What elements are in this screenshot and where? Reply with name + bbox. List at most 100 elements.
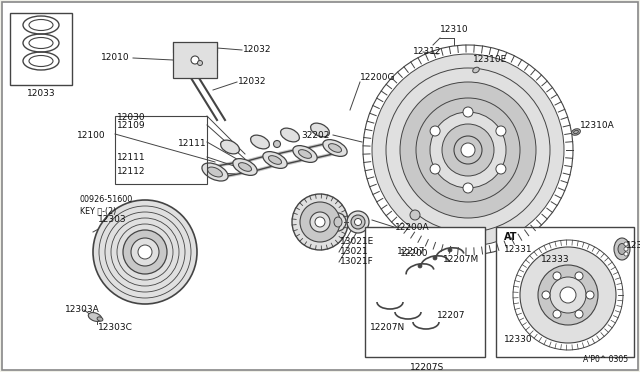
Text: 12312: 12312 xyxy=(413,48,442,57)
Text: 12030: 12030 xyxy=(117,112,146,122)
Circle shape xyxy=(418,264,422,268)
Ellipse shape xyxy=(239,163,252,171)
Bar xyxy=(365,227,485,357)
Ellipse shape xyxy=(330,213,346,231)
Text: 12010: 12010 xyxy=(101,54,130,62)
Circle shape xyxy=(463,183,473,193)
Text: 12330: 12330 xyxy=(504,334,532,343)
Circle shape xyxy=(496,164,506,174)
Circle shape xyxy=(433,256,437,260)
Bar xyxy=(496,227,634,357)
Circle shape xyxy=(430,164,440,174)
Ellipse shape xyxy=(202,163,228,181)
Text: 12333: 12333 xyxy=(541,256,570,264)
Circle shape xyxy=(463,107,473,117)
Text: 12200G: 12200G xyxy=(360,74,396,83)
Ellipse shape xyxy=(614,238,630,260)
Ellipse shape xyxy=(328,144,342,153)
Circle shape xyxy=(538,265,598,325)
Circle shape xyxy=(138,245,152,259)
Circle shape xyxy=(300,202,340,242)
Ellipse shape xyxy=(251,135,269,149)
Ellipse shape xyxy=(298,150,312,158)
Circle shape xyxy=(410,210,420,220)
Text: 12032: 12032 xyxy=(238,77,266,87)
Circle shape xyxy=(553,272,561,280)
Circle shape xyxy=(123,230,167,274)
Text: 12303C: 12303C xyxy=(98,324,133,333)
Text: AT: AT xyxy=(504,232,518,242)
Circle shape xyxy=(520,247,616,343)
Ellipse shape xyxy=(263,152,287,169)
Ellipse shape xyxy=(207,167,223,177)
Circle shape xyxy=(416,98,520,202)
Text: 12207S: 12207S xyxy=(410,362,444,372)
Text: 13021E: 13021E xyxy=(340,237,374,247)
Ellipse shape xyxy=(323,140,347,156)
Text: 12331: 12331 xyxy=(504,244,532,253)
Circle shape xyxy=(430,112,506,188)
Text: 12310A: 12310A xyxy=(580,121,615,129)
Circle shape xyxy=(448,248,452,252)
Circle shape xyxy=(560,287,576,303)
Circle shape xyxy=(400,82,536,218)
Circle shape xyxy=(372,54,564,246)
Bar xyxy=(10,13,72,85)
Text: 13021: 13021 xyxy=(340,247,369,257)
Text: KEY キ-(2): KEY キ-(2) xyxy=(80,206,116,215)
Circle shape xyxy=(624,242,628,246)
Ellipse shape xyxy=(293,145,317,163)
Text: 12200: 12200 xyxy=(400,250,429,259)
Text: 12112: 12112 xyxy=(117,167,145,176)
Ellipse shape xyxy=(572,129,580,135)
Circle shape xyxy=(550,277,586,313)
Bar xyxy=(115,116,207,184)
Text: 12033: 12033 xyxy=(27,89,55,97)
Circle shape xyxy=(575,310,583,318)
Circle shape xyxy=(442,124,494,176)
Ellipse shape xyxy=(351,215,365,229)
Text: 12200A: 12200A xyxy=(395,222,429,231)
Text: 12032: 12032 xyxy=(243,45,271,55)
Text: 13021F: 13021F xyxy=(340,257,374,266)
Text: 12207: 12207 xyxy=(397,247,426,257)
Text: 12109: 12109 xyxy=(117,122,146,131)
Ellipse shape xyxy=(88,312,102,321)
Ellipse shape xyxy=(191,56,199,64)
Text: 12310A: 12310A xyxy=(626,241,640,250)
Circle shape xyxy=(575,272,583,280)
Circle shape xyxy=(624,247,628,251)
Bar xyxy=(173,42,217,78)
Ellipse shape xyxy=(280,128,300,142)
Ellipse shape xyxy=(618,244,626,254)
Ellipse shape xyxy=(355,218,362,225)
Text: 12100: 12100 xyxy=(77,131,106,140)
Circle shape xyxy=(430,126,440,136)
Circle shape xyxy=(93,200,197,304)
Ellipse shape xyxy=(97,317,103,321)
Ellipse shape xyxy=(473,67,479,73)
Text: 12111: 12111 xyxy=(178,138,207,148)
Circle shape xyxy=(496,126,506,136)
Text: 12310E: 12310E xyxy=(473,55,508,64)
Ellipse shape xyxy=(573,130,579,134)
Text: 00926-51600: 00926-51600 xyxy=(80,196,133,205)
Text: A'P0^ 0305: A'P0^ 0305 xyxy=(583,355,628,364)
Circle shape xyxy=(292,194,348,250)
Circle shape xyxy=(386,68,550,232)
Circle shape xyxy=(586,291,594,299)
Circle shape xyxy=(461,143,475,157)
Ellipse shape xyxy=(221,140,239,154)
Circle shape xyxy=(315,217,325,227)
Ellipse shape xyxy=(273,141,280,148)
Circle shape xyxy=(310,212,330,232)
Circle shape xyxy=(454,136,482,164)
Text: 12303A: 12303A xyxy=(65,305,100,314)
Text: 12207N: 12207N xyxy=(370,323,405,331)
Text: 12310: 12310 xyxy=(440,26,468,35)
Text: 32202: 32202 xyxy=(301,131,330,140)
Ellipse shape xyxy=(269,155,282,164)
Circle shape xyxy=(131,238,159,266)
Text: 12207M: 12207M xyxy=(443,254,479,263)
Circle shape xyxy=(624,252,628,256)
